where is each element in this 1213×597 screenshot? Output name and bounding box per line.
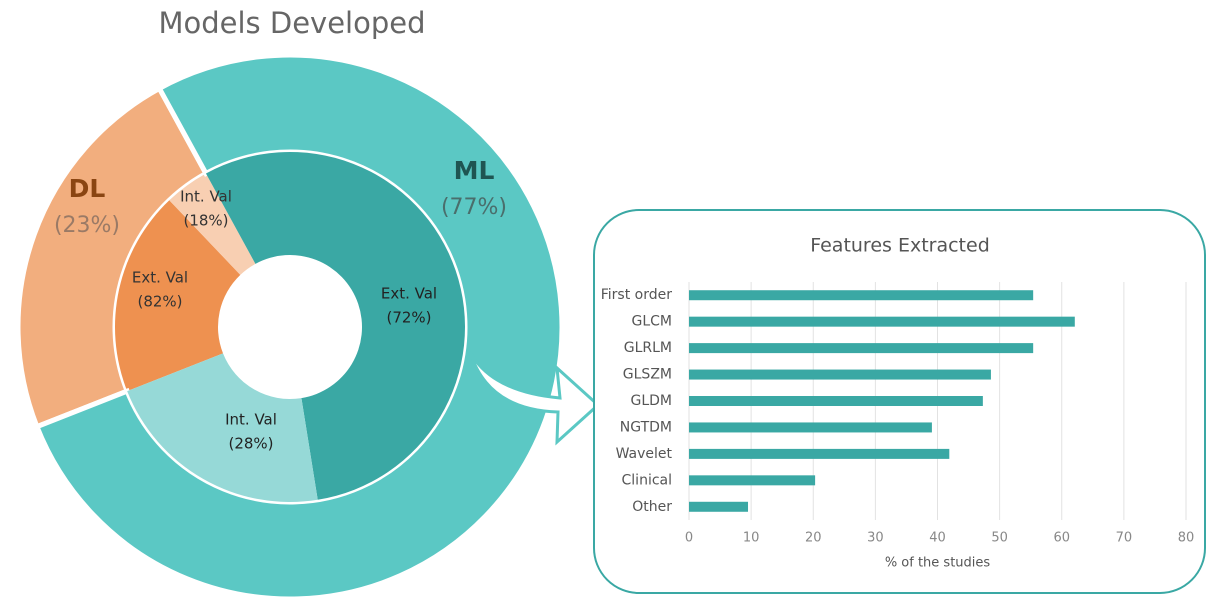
bar — [689, 369, 991, 380]
inner-value-label: (28%) — [228, 435, 273, 453]
bar — [689, 396, 983, 406]
x-tick-label: 80 — [1178, 531, 1195, 546]
inner-segment — [114, 200, 241, 392]
x-tick-label: 30 — [867, 531, 884, 546]
bar — [689, 422, 932, 433]
chart-title: Models Developed — [158, 6, 425, 40]
donut-chart: Models Developed DL (23%) Ext. Val (82%) Int.… — [15, 6, 565, 597]
y-tick-label: GLSZM — [623, 367, 672, 383]
inner-value-label: (18%) — [183, 212, 228, 230]
bar — [689, 343, 1034, 354]
x-tick-label: 10 — [743, 531, 760, 546]
x-tick-label: 20 — [805, 531, 822, 546]
bar — [689, 501, 749, 512]
chart-title: Features Extracted — [810, 235, 990, 257]
inner-value-label: (72%) — [386, 309, 431, 327]
inner-segment — [169, 173, 256, 275]
y-tick-label: GLDM — [630, 393, 672, 409]
x-tick-label: 0 — [685, 531, 693, 546]
bar-chart: Features Extracted 0 10 20 30 40 50 60 70 80 % of … — [601, 235, 1195, 571]
y-tick-label: NGTDM — [620, 419, 672, 435]
x-tick-label: 50 — [991, 531, 1008, 546]
inner-label: Int. Val — [180, 188, 232, 206]
x-tick-label: 60 — [1053, 531, 1070, 546]
inner-label: Int. Val — [225, 411, 277, 429]
outer-value-label: (23%) — [54, 213, 120, 238]
inner-label: Ext. Val — [381, 285, 437, 303]
inner-segment — [205, 152, 466, 500]
inner-label: Ext. Val — [132, 269, 188, 287]
inner-segment — [127, 353, 318, 502]
bar — [689, 448, 950, 459]
y-tick-label: Clinical — [622, 472, 672, 488]
bar — [689, 290, 1034, 301]
outer-label: ML — [454, 156, 495, 185]
outer-label: DL — [69, 174, 106, 203]
arrow — [468, 351, 601, 446]
bar — [689, 316, 1075, 327]
y-tick-label: Other — [632, 499, 672, 515]
y-tick-label: GLCM — [631, 314, 672, 330]
y-tick-label: GLRLM — [624, 340, 672, 356]
x-tick-label: 70 — [1116, 531, 1133, 546]
inner-value-label: (82%) — [137, 293, 182, 311]
outer-value-label: (77%) — [441, 195, 507, 220]
x-axis-label: % of the studies — [885, 556, 991, 571]
x-tick-label: 40 — [929, 531, 946, 546]
y-tick-label: First order — [601, 287, 672, 303]
y-tick-label: Wavelet — [616, 446, 673, 462]
bar — [689, 475, 816, 486]
